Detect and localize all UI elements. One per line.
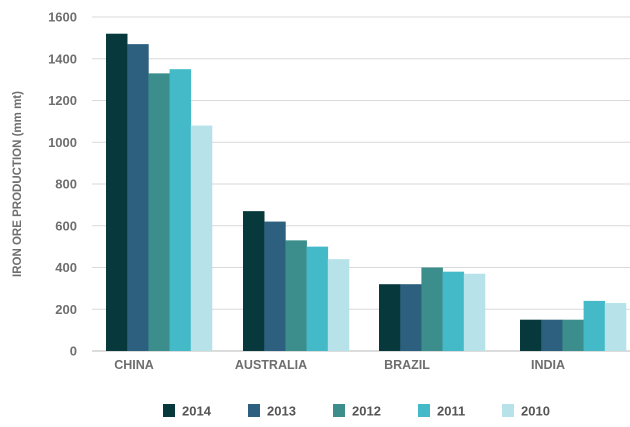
bar-india-2011 <box>583 300 606 351</box>
bar-china-2014 <box>106 33 128 351</box>
y-tick-label: 1000 <box>48 135 77 150</box>
legend-label: 2012 <box>352 404 381 419</box>
bar-india-2013 <box>541 319 563 351</box>
bar-brazil-2010 <box>463 273 486 351</box>
bar-australia-2011 <box>306 246 329 351</box>
legend-swatch-2011 <box>418 404 430 417</box>
y-tick-label: 600 <box>55 218 77 233</box>
bar-brazil-2013 <box>400 284 422 351</box>
bar-australia-2013 <box>264 221 286 351</box>
bar-brazil-2014 <box>379 284 401 351</box>
y-tick-labels: 0 200 400 600 800 1000 1200 1400 1600 <box>48 10 77 359</box>
y-tick-label: 200 <box>55 302 77 317</box>
bar-china-2010 <box>190 125 213 351</box>
y-tick-label: 1600 <box>48 10 77 25</box>
bar-australia-2014 <box>243 211 265 351</box>
legend-label: 2011 <box>437 404 465 419</box>
bars <box>106 33 627 352</box>
bar-china-2011 <box>169 69 192 351</box>
bar-india-2012 <box>562 319 584 351</box>
bar-australia-2012 <box>285 240 307 351</box>
bar-india-2014 <box>520 319 542 351</box>
y-tick-label: 1200 <box>48 93 77 108</box>
legend-swatch-2014 <box>163 404 175 417</box>
y-tick-label: 0 <box>70 344 77 359</box>
legend-label: 2013 <box>267 404 296 419</box>
bar-brazil-2012 <box>421 267 443 351</box>
x-category-label: INDIA <box>531 358 565 372</box>
y-tick-label: 1400 <box>48 51 77 66</box>
x-category-labels: CHINA AUSTRALIA BRAZIL INDIA <box>114 358 565 372</box>
legend-swatch-2012 <box>333 404 345 417</box>
y-tick-label: 400 <box>55 260 77 275</box>
legend-swatch-2010 <box>502 404 514 417</box>
bar-brazil-2011 <box>442 271 465 351</box>
y-axis-label: IRON ORE PRODUCTION (mm mt) <box>12 91 24 277</box>
bar-china-2013 <box>127 44 149 351</box>
x-category-label: AUSTRALIA <box>235 358 307 372</box>
legend-label: 2010 <box>521 404 550 419</box>
y-tick-label: 800 <box>55 177 77 192</box>
x-category-label: BRAZIL <box>384 358 430 372</box>
legend-label: 2014 <box>182 404 212 419</box>
legend: 2014 2013 2012 2011 2010 <box>163 404 550 419</box>
legend-swatch-2013 <box>248 404 260 417</box>
bar-china-2012 <box>148 73 170 352</box>
bar-india-2010 <box>604 302 627 351</box>
bar-australia-2010 <box>327 259 350 351</box>
x-category-label: CHINA <box>114 358 154 372</box>
